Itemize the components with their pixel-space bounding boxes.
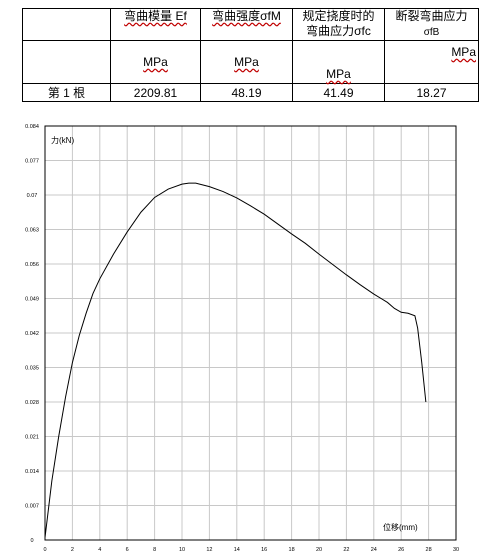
axis-ticks: 0 2 4 6 8 10 12 14 16 18 20 22 24 26 28 3000.0070.0140.… (25, 124, 459, 553)
y-tick-label: 0.021 (25, 435, 39, 441)
header-stress-at-break: 断裂弯曲应力 σfB (384, 8, 479, 41)
y-tick-label: 0.035 (25, 366, 39, 372)
x-tick-label: 14 (234, 547, 240, 553)
value-stress-at-break: 18.27 (384, 83, 479, 102)
x-tick-label: 4 (98, 547, 101, 553)
y-tick-label: 0.07 (27, 193, 38, 199)
x-tick-label: 22 (343, 547, 349, 553)
y-tick-label: 0.049 (25, 297, 39, 303)
chart-grid (45, 126, 456, 540)
x-tick-label: 28 (426, 547, 432, 553)
x-tick-label: 20 (316, 547, 322, 553)
x-tick-label: 6 (126, 547, 129, 553)
series-line (44, 182, 427, 538)
y-tick-label: 0.077 (25, 159, 39, 165)
plot-frame (44, 125, 457, 541)
header-stress-at-deflection: 规定挠度时的 弯曲应力σfc (292, 8, 385, 41)
unit-col2: MPa (200, 40, 293, 84)
x-tick-label: 16 (261, 547, 267, 553)
x-tick-label: 18 (289, 547, 295, 553)
unit-row-label (22, 40, 111, 84)
value-flexural-modulus: 2209.81 (110, 83, 201, 102)
x-tick-label: 26 (398, 547, 404, 553)
y-tick-label: 0 (30, 538, 33, 544)
y-tick-label: 0.084 (25, 124, 39, 130)
y-tick-label: 0.042 (25, 331, 39, 337)
y-tick-label: 0.028 (25, 400, 39, 406)
value-stress-at-deflection: 41.49 (292, 83, 385, 102)
y-tick-label: 0.063 (25, 228, 39, 234)
y-axis-label: 力(kN) (51, 135, 74, 145)
table-row: 第 1 根 2209.81 48.19 41.49 18.27 (22, 83, 479, 102)
results-table: 弯曲模量 Ef 弯曲强度σfM 规定挠度时的 弯曲应力σfc 断裂弯曲应力 σf… (22, 8, 479, 102)
unit-col1: MPa (110, 40, 201, 84)
x-tick-label: 30 (453, 547, 459, 553)
table-unit-row: MPa MPa MPa MPa (22, 40, 479, 84)
y-tick-label: 0.014 (25, 469, 39, 475)
x-tick-label: 2 (71, 547, 74, 553)
y-tick-label: 0.007 (25, 504, 39, 510)
x-axis-label: 位移(mm) (383, 522, 418, 532)
x-tick-label: 24 (371, 547, 377, 553)
x-tick-label: 10 (179, 547, 185, 553)
value-flexural-strength: 48.19 (200, 83, 293, 102)
x-tick-label: 12 (206, 547, 212, 553)
x-tick-label: 0 (43, 547, 46, 553)
x-tick-label: 8 (153, 547, 156, 553)
row-label: 第 1 根 (22, 83, 111, 102)
y-tick-label: 0.056 (25, 262, 39, 268)
